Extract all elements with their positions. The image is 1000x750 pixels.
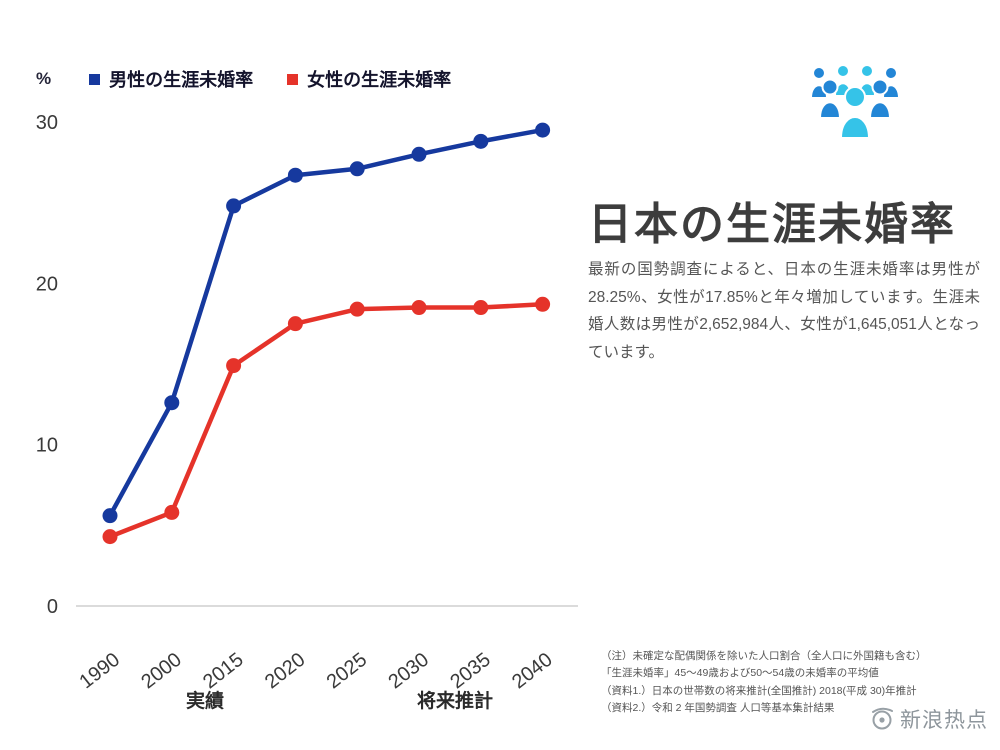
- x-tick-label: 2020: [261, 649, 310, 694]
- sina-logo-icon: [872, 707, 893, 730]
- footnotes: （注）未確定な配偶関係を除いた人口割合（全人口に外国籍も含む） 「生涯未婚率」4…: [601, 648, 963, 717]
- data-point: [226, 358, 242, 374]
- footnote-line: （注）未確定な配偶関係を除いた人口割合（全人口に外国籍も含む）: [601, 650, 927, 662]
- legend-marker-male: [89, 73, 101, 85]
- data-point: [535, 296, 551, 312]
- x-tick-label: 2015: [199, 649, 248, 694]
- watermark: 新浪热点: [869, 704, 988, 734]
- footnote-line: （資料2.）令和 2 年国勢調査 人口等基本集計結果: [601, 701, 835, 714]
- data-point: [287, 167, 303, 183]
- watermark-text: 新浪热点: [900, 709, 988, 732]
- data-point: [473, 300, 489, 316]
- data-point: [102, 508, 118, 524]
- legend-item-male: 男性の生涯未婚率: [89, 66, 253, 92]
- data-point: [411, 300, 427, 316]
- data-point: [102, 529, 118, 545]
- page-title: 日本の生涯未婚率: [588, 200, 956, 249]
- x-tick-label: 2025: [323, 649, 372, 694]
- x-tick-label: 2040: [508, 649, 557, 694]
- x-tick-label: 1990: [75, 649, 124, 694]
- data-point: [164, 395, 180, 411]
- data-point: [226, 198, 242, 214]
- footnote-line: （資料1.）日本の世帯数の将来推計(全国推計) 2018(平成 30)年推計: [601, 684, 917, 697]
- people-group-icon-svg: [809, 64, 901, 139]
- y-tick-label: 30: [36, 112, 58, 134]
- legend-item-female: 女性の生涯未婚率: [287, 66, 451, 92]
- axis-group-label-actual: 実績: [186, 689, 224, 712]
- y-tick-label: 20: [36, 273, 58, 295]
- data-point: [473, 133, 489, 149]
- line-chart: 30 20 10 0 1990 2000 2015 2020 2025 2030 2035 2040 実…: [36, 112, 578, 712]
- legend-label-female: 女性の生涯未婚率: [307, 70, 452, 90]
- legend-label-male: 男性の生涯未婚率: [109, 70, 254, 90]
- axis-group-label-projection: 将来推計: [417, 689, 493, 712]
- chart-legend: % 男性の生涯未婚率 女性の生涯未婚率: [36, 66, 485, 92]
- data-point: [349, 161, 365, 177]
- data-point: [287, 316, 303, 332]
- people-group-icon: [803, 60, 907, 145]
- data-point: [535, 122, 551, 138]
- y-axis-unit-label: %: [36, 69, 52, 88]
- y-tick-label: 10: [36, 435, 58, 457]
- y-tick-label: 0: [47, 596, 58, 618]
- footnote-line: 「生涯未婚率」45〜49歳および50〜54歳の未婚率の平均値: [601, 667, 879, 680]
- series-line: [107, 127, 545, 518]
- description-text: 最新の国勢調査によると、日本の生涯未婚率は男性が28.25%、女性が17.85%…: [588, 261, 980, 361]
- data-point: [164, 504, 180, 520]
- x-tick-label: 2035: [446, 649, 495, 694]
- legend-marker-female: [287, 73, 299, 85]
- series-line: [107, 302, 545, 539]
- data-point: [349, 301, 365, 317]
- data-point: [411, 146, 427, 162]
- x-tick-label: 2030: [384, 649, 433, 694]
- x-tick-label: 2000: [137, 649, 186, 694]
